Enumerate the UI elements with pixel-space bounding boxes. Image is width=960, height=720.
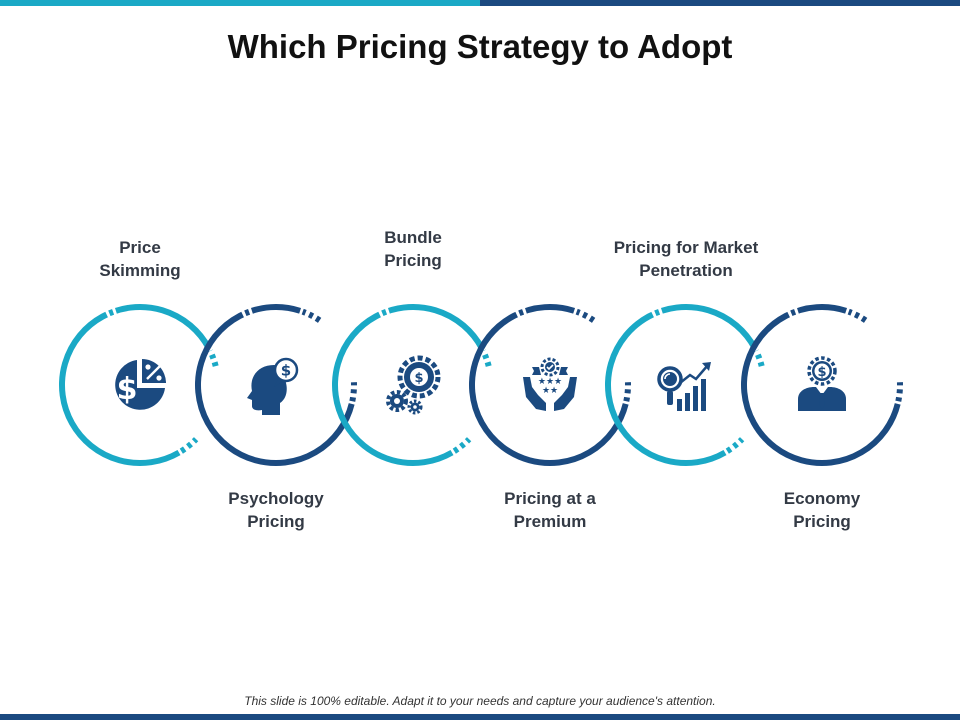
gears-dollar-icon xyxy=(388,358,438,413)
top-accent-bar-teal xyxy=(0,0,480,6)
hands-badge-stars-icon xyxy=(521,357,579,413)
step-ring-1 xyxy=(59,304,219,466)
top-accent-bar-navy xyxy=(480,0,960,6)
step-label-2: Psychology Pricing xyxy=(228,489,324,531)
step-label-5: Pricing for Market Penetration xyxy=(613,238,759,280)
step-label-3: Bundle Pricing xyxy=(384,228,442,270)
step-label-4: Pricing at a Premium xyxy=(504,489,596,531)
head-dollar-icon xyxy=(246,357,299,415)
step-ring-5 xyxy=(605,304,765,466)
magnifier-growth-chart-icon xyxy=(657,360,713,413)
step-label-1: Price Skimming xyxy=(99,238,181,280)
step-label-6: Economy Pricing xyxy=(783,489,861,531)
bottom-accent-bar xyxy=(0,714,960,720)
top-accent-bar xyxy=(0,0,960,6)
businessman-dollar-icon xyxy=(796,356,848,413)
step-ring-6 xyxy=(741,304,903,466)
step-ring-2 xyxy=(195,304,357,466)
step-ring-4 xyxy=(469,304,631,466)
pie-chart-dollar-icon xyxy=(114,357,168,411)
footer-note: This slide is 100% editable. Adapt it to… xyxy=(244,694,716,708)
slide-title: Which Pricing Strategy to Adopt xyxy=(227,28,733,65)
